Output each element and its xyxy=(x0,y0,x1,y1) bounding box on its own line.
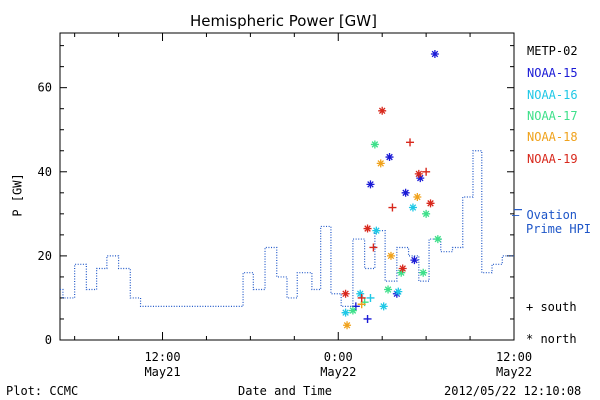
north-marker-noaa-15 xyxy=(366,180,375,189)
north-marker-noaa-19 xyxy=(398,264,407,273)
legend-item-noaa-19: NOAA-19 xyxy=(527,152,578,166)
south-marker-noaa-15 xyxy=(351,302,360,311)
x-tick-label: 0:00 xyxy=(324,350,353,364)
north-marker-noaa-17 xyxy=(422,209,431,218)
legend-item-noaa-15: NOAA-15 xyxy=(527,66,578,80)
north-marker-noaa-15 xyxy=(410,256,419,265)
north-marker-noaa-19 xyxy=(363,224,372,233)
legend-item-noaa-16: NOAA-16 xyxy=(527,88,578,102)
legend-item-metp-02: METP-02 xyxy=(527,44,578,58)
north-marker-noaa-19 xyxy=(341,289,350,298)
x-tick-sublabel: May22 xyxy=(496,365,532,379)
legend-south-marker: + south xyxy=(526,300,577,314)
north-marker-noaa-16 xyxy=(356,289,365,298)
y-tick-label: 0 xyxy=(45,333,52,347)
north-marker-noaa-18 xyxy=(386,251,395,260)
y-axis-label: P [GW] xyxy=(10,173,25,217)
legend-north-marker: * north xyxy=(526,332,577,346)
north-marker-noaa-18 xyxy=(343,321,352,330)
x-tick-label: 12:00 xyxy=(496,350,532,364)
north-marker-noaa-15 xyxy=(385,153,394,162)
north-marker-noaa-16 xyxy=(372,226,381,235)
south-marker-noaa-19 xyxy=(369,243,378,252)
north-marker-noaa-17 xyxy=(433,235,442,244)
north-marker-noaa-16 xyxy=(341,308,350,317)
hpi-step-line xyxy=(60,150,514,307)
x-tick-label: 12:00 xyxy=(144,350,180,364)
plot-frame xyxy=(59,32,515,341)
north-marker-noaa-17 xyxy=(370,140,379,149)
y-tick-label: 40 xyxy=(38,165,52,179)
north-marker-noaa-19 xyxy=(414,169,423,178)
legend-item-noaa-18: NOAA-18 xyxy=(527,130,578,144)
y-tick-label: 60 xyxy=(38,81,52,95)
south-marker-noaa-19 xyxy=(357,293,366,302)
north-marker-noaa-17 xyxy=(419,268,428,277)
north-marker-noaa-16 xyxy=(394,287,403,296)
y-tick-label: 20 xyxy=(38,249,52,263)
north-marker-noaa-17 xyxy=(384,285,393,294)
north-marker-noaa-16 xyxy=(408,203,417,212)
north-marker-noaa-17 xyxy=(348,306,357,315)
north-marker-noaa-18 xyxy=(413,193,422,202)
legend-ovation-line1: – Ovation xyxy=(512,208,578,222)
south-marker-noaa-19 xyxy=(388,203,397,212)
north-marker-noaa-17 xyxy=(397,268,406,277)
x-axis-label: Date and Time xyxy=(238,384,332,398)
north-marker-noaa-15 xyxy=(430,50,439,59)
x-tick-sublabel: May21 xyxy=(144,365,180,379)
legend-item-noaa-17: NOAA-17 xyxy=(527,109,578,123)
north-marker-noaa-15 xyxy=(401,188,410,197)
x-tick-sublabel: May22 xyxy=(320,365,356,379)
legend-ovation-line2: Prime HPI xyxy=(526,222,592,236)
south-marker-noaa-16 xyxy=(366,293,375,302)
plot-credit: Plot: CCMC xyxy=(6,384,79,398)
north-marker-noaa-19 xyxy=(378,106,387,115)
north-marker-noaa-19 xyxy=(426,199,435,208)
north-marker-noaa-16 xyxy=(379,302,388,311)
plot-timestamp: 2012/05/22 12:10:08 xyxy=(444,384,582,398)
south-marker-noaa-19 xyxy=(422,167,431,176)
north-marker-noaa-18 xyxy=(376,159,385,168)
chart-title: Hemispheric Power [GW] xyxy=(190,12,377,30)
north-marker-noaa-15 xyxy=(416,174,425,183)
south-marker-noaa-15 xyxy=(363,314,372,323)
south-marker-noaa-19 xyxy=(406,138,415,147)
